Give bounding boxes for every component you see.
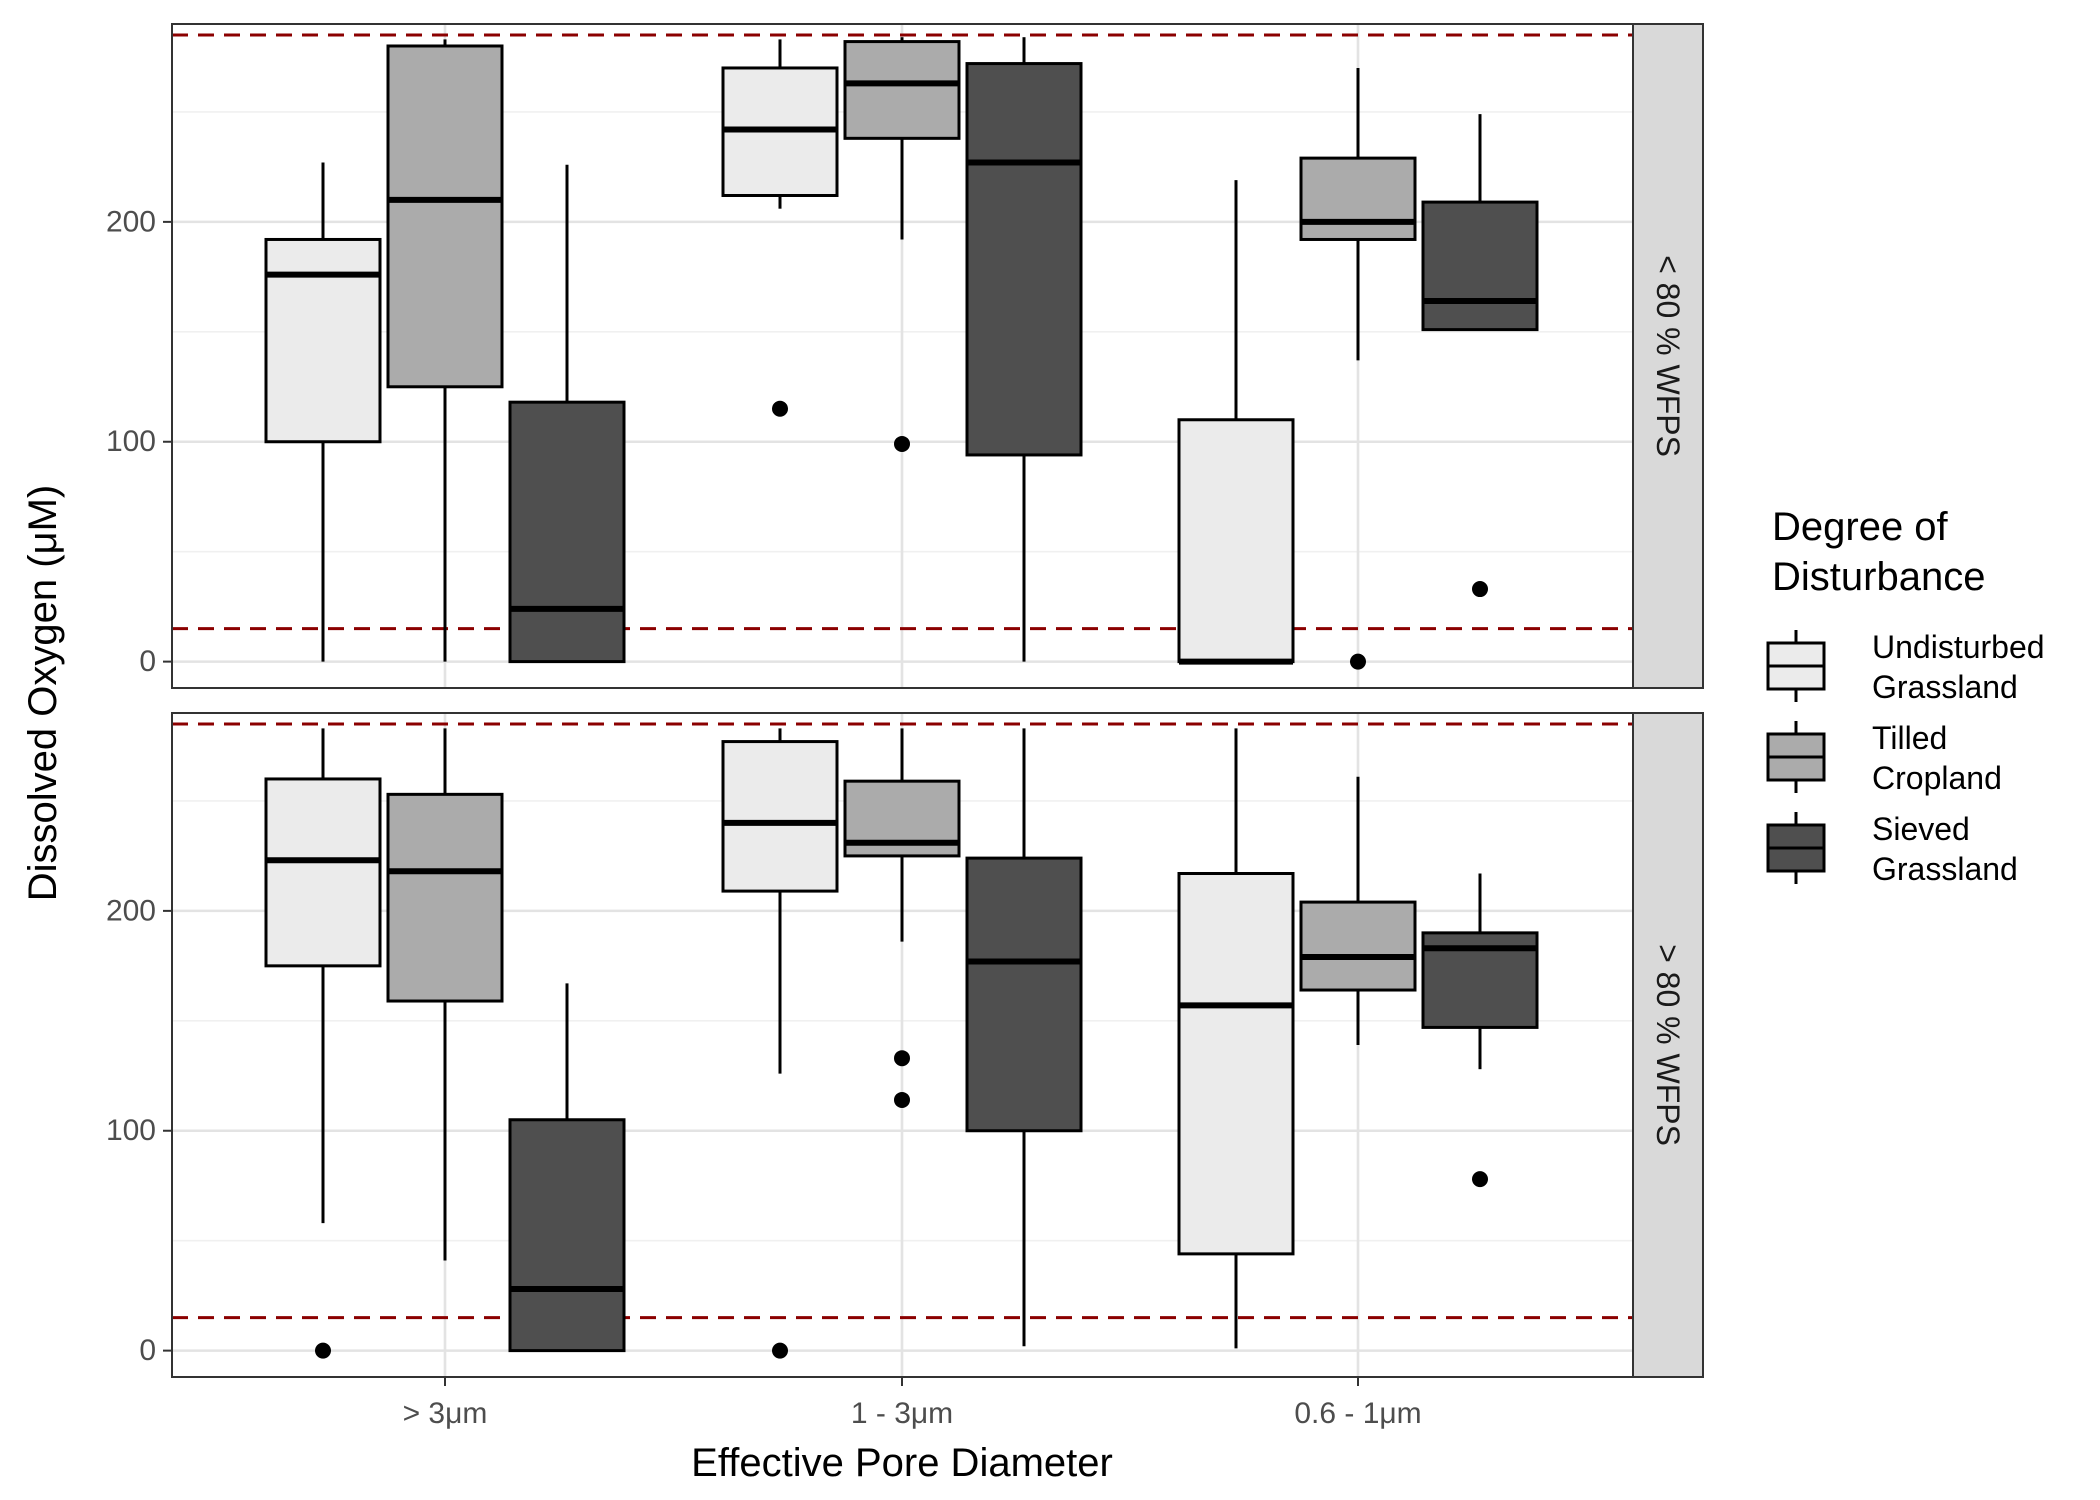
legend-key bbox=[1766, 630, 1826, 702]
x-tick-label: 1 - 3μm bbox=[851, 1397, 953, 1430]
box-iqr bbox=[386, 44, 504, 389]
y-tick-label: 100 bbox=[106, 1114, 156, 1147]
box-iqr bbox=[965, 62, 1083, 457]
legend-label: Tilled bbox=[1872, 720, 1947, 756]
y-tick-label: 100 bbox=[106, 425, 156, 458]
box-iqr bbox=[508, 400, 626, 664]
outlier-point bbox=[1472, 1171, 1488, 1188]
box-iqr bbox=[965, 856, 1083, 1133]
box-iqr bbox=[843, 40, 961, 140]
legend-label: Undisturbed bbox=[1872, 629, 2045, 665]
box-0-2 bbox=[508, 164, 626, 664]
box-iqr bbox=[1177, 872, 1295, 1256]
box-1-2 bbox=[965, 37, 1083, 662]
box-iqr bbox=[264, 777, 382, 968]
x-axis-title: Effective Pore Diameter bbox=[691, 1441, 1113, 1485]
box-iqr bbox=[386, 792, 504, 1003]
box-2-2 bbox=[1421, 873, 1539, 1188]
box-0-1 bbox=[386, 39, 504, 662]
box-iqr bbox=[1177, 418, 1295, 664]
strip-background bbox=[1632, 712, 1704, 1378]
box-2-1 bbox=[1299, 776, 1417, 1045]
y-axis-title: Dissolved Oxygen (μM) bbox=[21, 485, 65, 901]
outlier-point bbox=[1472, 581, 1488, 598]
legend-label: Cropland bbox=[1872, 760, 2002, 796]
box-0-1 bbox=[386, 728, 504, 1261]
outlier-point bbox=[894, 435, 910, 452]
box-iqr bbox=[1299, 900, 1417, 992]
legend-key bbox=[1766, 812, 1826, 884]
strip-label: < 80 % WFPS bbox=[1650, 255, 1686, 457]
y-tick-label: 200 bbox=[106, 894, 156, 927]
box-1-0 bbox=[721, 728, 839, 1359]
box-0-0 bbox=[264, 162, 382, 662]
outlier-point bbox=[315, 1342, 331, 1359]
x-tick-label: > 3μm bbox=[403, 1397, 488, 1430]
box-iqr bbox=[721, 740, 839, 893]
box-1-0 bbox=[721, 39, 839, 417]
box-2-0 bbox=[1177, 180, 1295, 665]
box-2-1 bbox=[1299, 67, 1417, 670]
strip-label: > 80 % WFPS bbox=[1650, 944, 1686, 1146]
legend-label: Grassland bbox=[1872, 669, 2018, 705]
panel-1: < 80 % WFPS 0 100 200 bbox=[106, 23, 1704, 689]
legend: Degree of Disturbance Undisturbed Grassland… bbox=[1766, 505, 2045, 887]
outlier-point bbox=[772, 1342, 788, 1359]
outlier-point bbox=[894, 1091, 910, 1108]
box-iqr bbox=[1299, 156, 1417, 241]
y-tick-label: 200 bbox=[106, 205, 156, 238]
legend-label: Sieved bbox=[1872, 811, 1970, 847]
strip-background bbox=[1632, 23, 1704, 689]
x-tick-label: 0.6 - 1μm bbox=[1294, 1397, 1421, 1430]
chart-panels: < 80 % WFPS 0 100 200 > 80 % WFPS 0 100 200 > 3μ… bbox=[106, 23, 1704, 1430]
legend-title: Degree of bbox=[1772, 505, 1949, 549]
legend-key bbox=[1766, 721, 1826, 793]
box-iqr bbox=[1421, 200, 1539, 332]
outlier-point bbox=[1350, 653, 1366, 670]
legend-label: Grassland bbox=[1872, 851, 2018, 887]
y-tick-label: 0 bbox=[139, 1334, 156, 1367]
outlier-point bbox=[894, 1050, 910, 1067]
box-iqr bbox=[508, 1118, 626, 1353]
box-0-0 bbox=[264, 728, 382, 1359]
legend-title: Disturbance bbox=[1772, 555, 1985, 599]
box-iqr bbox=[264, 237, 382, 444]
box-2-0 bbox=[1177, 728, 1295, 1349]
box-0-2 bbox=[508, 983, 626, 1353]
panel-2: > 80 % WFPS 0 100 200 > 3μm 1 - 3μm 0.6 - 1μm bbox=[106, 712, 1704, 1430]
box-1-2 bbox=[965, 728, 1083, 1347]
y-tick-label: 0 bbox=[139, 645, 156, 678]
box-1-1 bbox=[843, 37, 961, 452]
outlier-point bbox=[772, 400, 788, 417]
box-1-1 bbox=[843, 728, 961, 1108]
box-2-2 bbox=[1421, 114, 1539, 598]
